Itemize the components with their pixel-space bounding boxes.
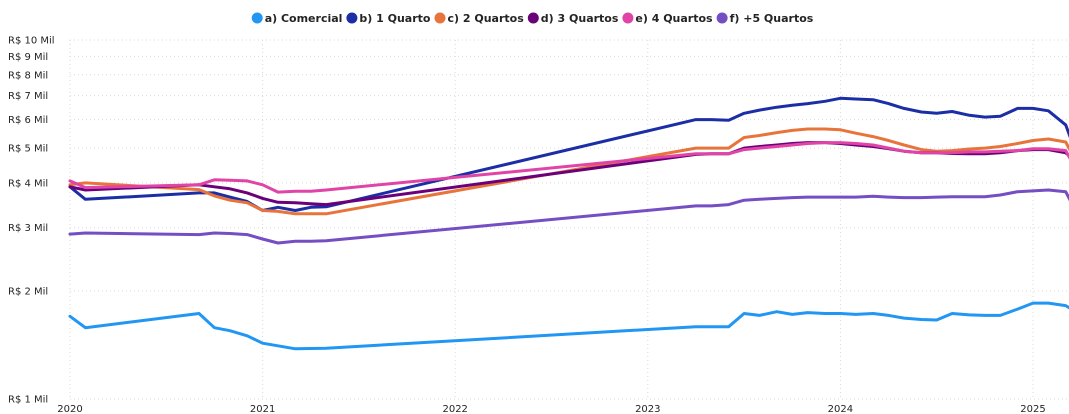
legend-item-5[interactable]: e) 4 Quartos	[622, 12, 713, 25]
x-tick-label: 2024	[828, 404, 853, 414]
legend-marker	[622, 12, 634, 24]
y-tick-label: R$ 2 Mil	[8, 286, 48, 297]
legend-label: a) Comercial	[265, 12, 343, 25]
x-tick-label: 2021	[250, 404, 275, 414]
legend-label: d) 3 Quartos	[541, 12, 619, 25]
series-line-6	[68, 188, 1069, 245]
y-axis: R$ 1 Mil R$ 2 Mil R$ 3 Mil R$ 4 Mil R$ 5 Mil…	[8, 36, 55, 406]
x-tick-label: 2025	[1020, 404, 1045, 414]
y-gridlines	[70, 39, 1069, 400]
legend-item-2[interactable]: b) 1 Quarto	[346, 12, 431, 25]
y-tick-label: R$ 8 Mil	[8, 70, 48, 81]
y-tick-label: R$ 3 Mil	[8, 223, 48, 234]
y-tick-label: R$ 1 Mil	[8, 395, 48, 406]
y-tick-label: R$ 7 Mil	[8, 91, 48, 102]
legend-label: b) 1 Quarto	[359, 12, 431, 25]
legend-item-3[interactable]: c) 2 Quartos	[434, 12, 525, 25]
legend-item-1[interactable]: a) Comercial	[251, 12, 343, 25]
y-tick-label: R$ 6 Mil	[8, 115, 48, 126]
legend-item-6[interactable]: f) +5 Quartos	[716, 12, 814, 25]
x-tick-label: 2020	[57, 404, 82, 414]
y-tick-label: R$ 5 Mil	[8, 144, 48, 155]
x-tick-label: 2023	[635, 404, 660, 414]
series-line-2	[68, 96, 1069, 212]
legend-label: e) 4 Quartos	[635, 12, 713, 25]
legend-marker	[251, 12, 263, 24]
legend-marker	[716, 12, 728, 24]
legend-label: f) +5 Quartos	[730, 12, 814, 25]
x-axis: 2020 2021 2022 2023 2024 2025	[57, 404, 1045, 414]
x-tick-label: 2022	[442, 404, 467, 414]
series-line-3	[68, 127, 1069, 216]
legend-marker	[527, 12, 539, 24]
legend-item-4[interactable]: d) 3 Quartos	[527, 12, 619, 25]
legend-marker	[434, 12, 446, 24]
series-line-1	[68, 301, 1069, 351]
plot-area	[68, 96, 1069, 351]
y-tick-label: R$ 4 Mil	[8, 178, 48, 189]
y-tick-label: R$ 10 Mil	[8, 36, 55, 47]
legend: a) Comercial b) 1 Quarto c) 2 Quartos d) 3 …	[251, 12, 814, 25]
legend-label: c) 2 Quartos	[448, 12, 525, 25]
y-tick-label: R$ 9 Mil	[8, 52, 48, 63]
legend-marker	[346, 12, 358, 24]
series-line-5	[68, 141, 1069, 194]
